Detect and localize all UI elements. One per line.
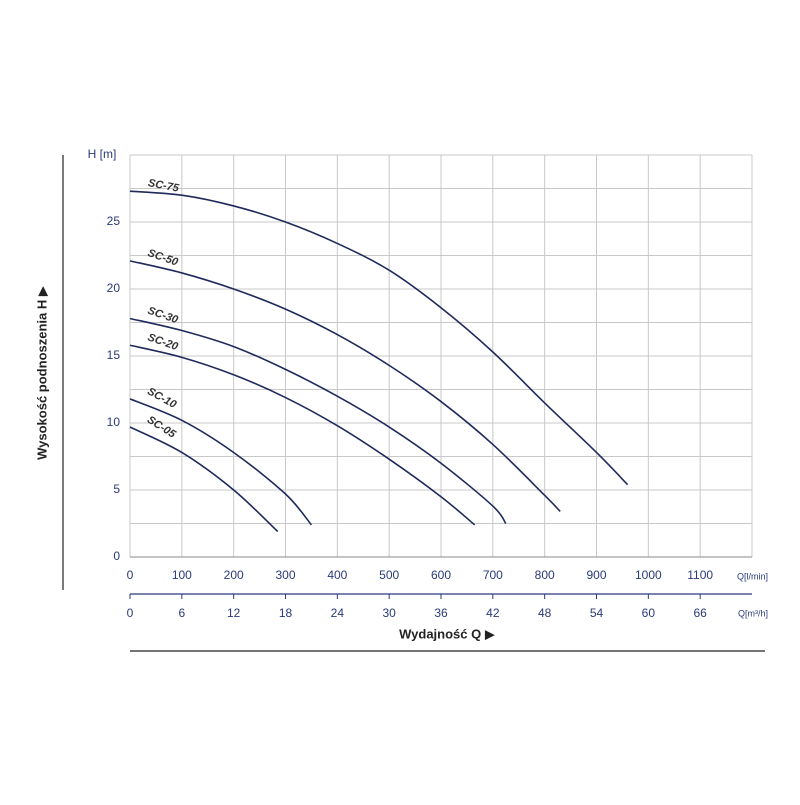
y-tick-label: 20: [107, 281, 121, 295]
x2-tick-label: 36: [434, 606, 448, 620]
x-tick-label: 800: [535, 568, 555, 582]
y-tick-label: 15: [107, 348, 121, 362]
x-tick-label: 1000: [635, 568, 662, 582]
x-tick-label: 600: [431, 568, 451, 582]
curve: [129, 344, 476, 526]
x2-unit: Q[m³/h]: [738, 608, 768, 618]
y-tick-label: 5: [113, 482, 120, 496]
x2-tick-label: 24: [331, 606, 345, 620]
x-tick-label: 0: [127, 568, 134, 582]
x2-tick-label: 18: [279, 606, 293, 620]
x-tick-label: 900: [586, 568, 606, 582]
x-tick-label: 300: [275, 568, 295, 582]
y-tick-label: 0: [113, 549, 120, 563]
curve: [129, 398, 313, 526]
curve: [129, 426, 279, 533]
y-tick-label: 25: [107, 214, 121, 228]
x2-tick-label: 30: [382, 606, 396, 620]
x2-tick-label: 0: [127, 606, 134, 620]
curve: [129, 260, 561, 512]
x-tick-label: 500: [379, 568, 399, 582]
x2-tick-label: 12: [227, 606, 241, 620]
curve: [129, 190, 629, 486]
x-tick-label: 1100: [687, 568, 713, 582]
x-tick-label: 100: [172, 568, 192, 582]
x2-tick-label: 48: [538, 606, 552, 620]
x-tick-label: 700: [483, 568, 503, 582]
x2-tick-label: 6: [178, 606, 185, 620]
x2-tick-label: 42: [486, 606, 500, 620]
series-label: SC-75: [147, 177, 181, 195]
y-tick-label: 10: [107, 415, 121, 429]
y-unit: H [m]: [88, 147, 117, 161]
curve: [129, 317, 507, 524]
x2-tick-label: 54: [590, 606, 604, 620]
x-tick-label: 200: [224, 568, 244, 582]
y-axis-label: Wysokość podnoszenia H ▶: [34, 286, 49, 460]
x2-tick-label: 66: [693, 606, 707, 620]
x-axis-label: Wydajność Q ▶: [399, 626, 495, 641]
x2-tick-label: 60: [642, 606, 656, 620]
x-tick-label: 400: [327, 568, 347, 582]
x-unit: Q[l/min]: [737, 571, 768, 581]
